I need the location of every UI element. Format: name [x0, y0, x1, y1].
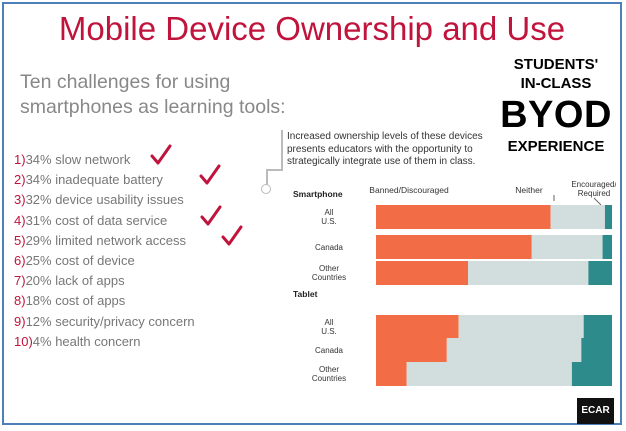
chart-bar	[550, 205, 605, 229]
chart-category-label: Other	[319, 264, 339, 273]
checkmark-icon	[200, 205, 222, 226]
byod-big: BYOD	[500, 94, 612, 136]
callout-text: Increased ownership levels of these devi…	[287, 131, 483, 167]
checkmark-icon	[221, 225, 243, 246]
challenge-text: 12% security/privacy concern	[25, 313, 195, 329]
checkmark-icon	[150, 144, 172, 165]
challenge-text: 25% cost of device	[25, 253, 135, 269]
chart-bar	[581, 338, 612, 362]
challenge-number: 10)	[14, 333, 33, 349]
challenge-number: 5)	[14, 232, 26, 248]
challenge-text: 31% cost of data service	[25, 212, 168, 228]
chart-category-label: U.S.	[321, 217, 337, 226]
challenge-number: 7)	[14, 273, 26, 289]
byod-line-students: STUDENTS'	[513, 56, 599, 73]
challenge-item: 8)18% cost of apps	[14, 291, 195, 311]
challenge-item: 7)20% lack of apps	[14, 271, 195, 291]
legend-label: Banned/Discouraged	[369, 185, 449, 195]
challenge-text: 18% cost of apps	[25, 293, 126, 309]
chart-bar	[406, 362, 572, 386]
chart-bar	[446, 338, 582, 362]
chart-bar	[376, 338, 447, 362]
byod-line-in-class: IN-CLASS	[520, 75, 592, 92]
chart-bar	[602, 235, 612, 259]
byod-chart: Banned/Discouraged Neither Encouraged/Requ…	[289, 180, 617, 389]
challenge-item: 1)34% slow network	[14, 150, 195, 170]
chart-svg: Banned/Discouraged Neither Encouraged/Requ…	[293, 180, 617, 386]
chart-category-label: All	[325, 318, 334, 327]
challenge-number: 2)	[14, 172, 26, 188]
challenge-item: 9)12% security/privacy concern	[14, 312, 195, 332]
chart-bar	[376, 205, 551, 229]
challenge-number: 4)	[14, 212, 26, 228]
legend-leader	[593, 197, 602, 206]
chart-group-title: Tablet	[293, 289, 318, 299]
legend-label: Neither	[515, 185, 543, 195]
challenge-item: 10)4% health concern	[14, 332, 195, 352]
slide-title: Mobile Device Ownership and Use	[58, 10, 566, 47]
challenge-text: 32% device usability issues	[25, 192, 184, 208]
chart-bar	[376, 235, 532, 259]
chart-category-label: Countries	[312, 273, 346, 282]
challenge-number: 8)	[14, 293, 26, 309]
checkmark-icon	[199, 164, 221, 185]
byod-heading: STUDENTS' IN-CLASS BYOD EXPERIENCE	[494, 55, 618, 156]
challenge-number: 6)	[14, 253, 26, 269]
byod-line-experience: EXPERIENCE	[507, 138, 605, 155]
callout-bar	[281, 130, 283, 170]
challenge-text: 29% limited network access	[25, 232, 186, 248]
slide-subtitle: Ten challenges for using smartphones as …	[20, 71, 286, 118]
chart-category-label: Countries	[312, 374, 346, 383]
challenge-text: 34% inadequate battery	[25, 172, 163, 188]
challenge-item: 2)34% inadequate battery	[14, 170, 195, 190]
chart-category-label: Canada	[315, 346, 344, 355]
chart-bar	[571, 362, 612, 386]
challenge-item: 4)31% cost of data service	[14, 211, 195, 231]
chart-bar	[531, 235, 603, 259]
challenge-item: 5)29% limited network access	[14, 231, 195, 251]
ecar-logo: ECAR	[577, 398, 614, 424]
challenge-text: 34% slow network	[25, 152, 131, 167]
callout-dot	[261, 184, 271, 194]
chart-bar	[468, 261, 589, 285]
chart-bar	[583, 315, 612, 339]
callout-connector-vertical	[266, 169, 268, 185]
chart-category-label: Canada	[315, 243, 344, 252]
challenge-text: 4% health concern	[32, 333, 141, 349]
challenge-text: 20% lack of apps	[25, 273, 125, 289]
chart-category-label: U.S.	[321, 327, 337, 336]
chart-bar	[376, 261, 469, 285]
chart-category-label: Other	[319, 365, 339, 374]
challenge-item: 6)25% cost of device	[14, 251, 195, 271]
chart-group-title: Smartphone	[293, 189, 343, 199]
challenge-item: 3)32% device usability issues	[14, 190, 195, 210]
callout-connector	[267, 169, 283, 171]
slide: Mobile Device Ownership and Use Ten chal…	[2, 2, 622, 425]
chart-bar	[588, 261, 612, 285]
chart-bar	[458, 315, 584, 339]
challenge-number: 1)	[14, 152, 26, 167]
chart-bar	[604, 205, 612, 229]
chart-category-label: All	[325, 208, 334, 217]
legend-label: Encouraged/	[571, 181, 616, 189]
challenge-number: 9)	[14, 313, 26, 329]
chart-bar	[376, 315, 459, 339]
challenge-list: 1)34% slow network 2)34% inadequate batte…	[14, 144, 243, 352]
challenge-number: 3)	[14, 192, 26, 208]
chart-bar	[376, 362, 407, 386]
legend-label: Required	[578, 189, 610, 198]
